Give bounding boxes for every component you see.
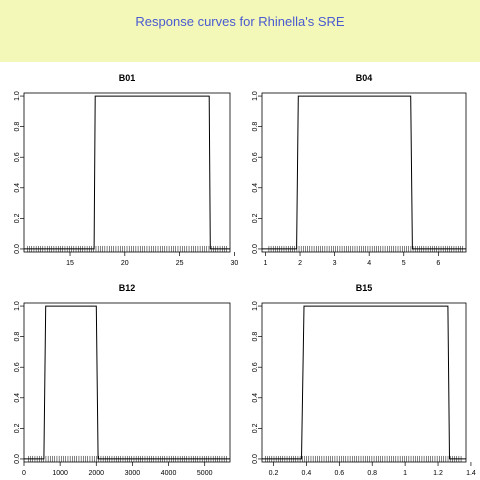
panel-4-x-tick-label: 1.2 <box>433 470 443 477</box>
panel-1-y-tick-label: 1.0 <box>14 91 21 101</box>
panel-4-x-tick-label: 0.4 <box>302 470 312 477</box>
panel-3-x-tick-label: 3000 <box>125 470 141 477</box>
panel-4-title: B15 <box>356 283 373 293</box>
panel-1-response-curve <box>24 96 230 249</box>
panel-4-y-tick-label: 0.8 <box>252 332 259 342</box>
panel-1-x-tick-label: 20 <box>121 260 129 267</box>
panel-2-y-tick-label: 0.4 <box>252 183 259 193</box>
panel-1-title: B01 <box>119 73 136 83</box>
panel-2-x-tick-label: 5 <box>402 260 406 267</box>
panel-1-x-tick-label: 15 <box>66 260 74 267</box>
panel-3-y-tick-label: 0.8 <box>14 332 21 342</box>
panel-2-y-tick-label: 0.8 <box>252 122 259 132</box>
panel-4-x-tick-label: 1 <box>403 470 407 477</box>
panel-2-y-tick-label: 0.0 <box>252 244 259 254</box>
panel-4-x-tick-label: 0.2 <box>269 470 279 477</box>
panel-1-y-tick-label: 0.0 <box>14 244 21 254</box>
panel-4-x-tick-label: 0.6 <box>334 470 344 477</box>
panel-3-y-tick-label: 0.6 <box>14 362 21 372</box>
panel-4-frame <box>262 303 466 462</box>
panel-2-y-tick-label: 0.6 <box>252 152 259 162</box>
panel-3-y-tick-label: 1.0 <box>14 301 21 311</box>
panel-4-x-tick-label: 1.4 <box>466 470 476 477</box>
panel-3-y-tick-label: 0.4 <box>14 393 21 403</box>
panel-1-y-tick-label: 0.4 <box>14 183 21 193</box>
panel-4-y-tick-label: 0.0 <box>252 454 259 464</box>
panel-1-y-tick-label: 0.6 <box>14 152 21 162</box>
panel-2-x-tick-label: 4 <box>367 260 371 267</box>
panel-2-y-tick-label: 1.0 <box>252 91 259 101</box>
panel-1-x-tick-label: 30 <box>230 260 238 267</box>
panel-1-y-tick-label: 0.8 <box>14 122 21 132</box>
panel-1-x-tick-label: 25 <box>176 260 184 267</box>
panel-3-title: B12 <box>119 283 136 293</box>
panel-1-y-tick-label: 0.2 <box>14 213 21 223</box>
panel-3-x-tick-label: 4000 <box>161 470 177 477</box>
panel-1-frame <box>24 93 230 252</box>
panel-2-frame <box>262 93 466 252</box>
panel-2-title: B04 <box>356 73 373 83</box>
panel-4-response-curve <box>262 306 466 459</box>
panel-2-x-tick-label: 2 <box>298 260 302 267</box>
panel-3-x-tick-label: 1000 <box>52 470 68 477</box>
panel-3-x-tick-label: 5000 <box>197 470 213 477</box>
panel-4-x-tick-label: 0.8 <box>367 470 377 477</box>
panel-3-y-tick-label: 0.0 <box>14 454 21 464</box>
panel-2-y-tick-label: 0.2 <box>252 213 259 223</box>
panel-3-frame <box>24 303 230 462</box>
panel-3-x-tick-label: 0 <box>22 470 26 477</box>
panel-4-y-tick-label: 0.4 <box>252 393 259 403</box>
panel-2-x-tick-label: 6 <box>436 260 440 267</box>
panel-4-y-tick-label: 0.2 <box>252 423 259 433</box>
panel-2-response-curve <box>262 96 466 249</box>
panel-3-response-curve <box>24 306 230 459</box>
panel-4-y-tick-label: 1.0 <box>252 301 259 311</box>
panel-2-x-tick-label: 3 <box>333 260 337 267</box>
panel-4-y-tick-label: 0.6 <box>252 362 259 372</box>
panel-2-x-tick-label: 1 <box>264 260 268 267</box>
panel-3-y-tick-label: 0.2 <box>14 423 21 433</box>
panel-3-x-tick-label: 2000 <box>88 470 104 477</box>
